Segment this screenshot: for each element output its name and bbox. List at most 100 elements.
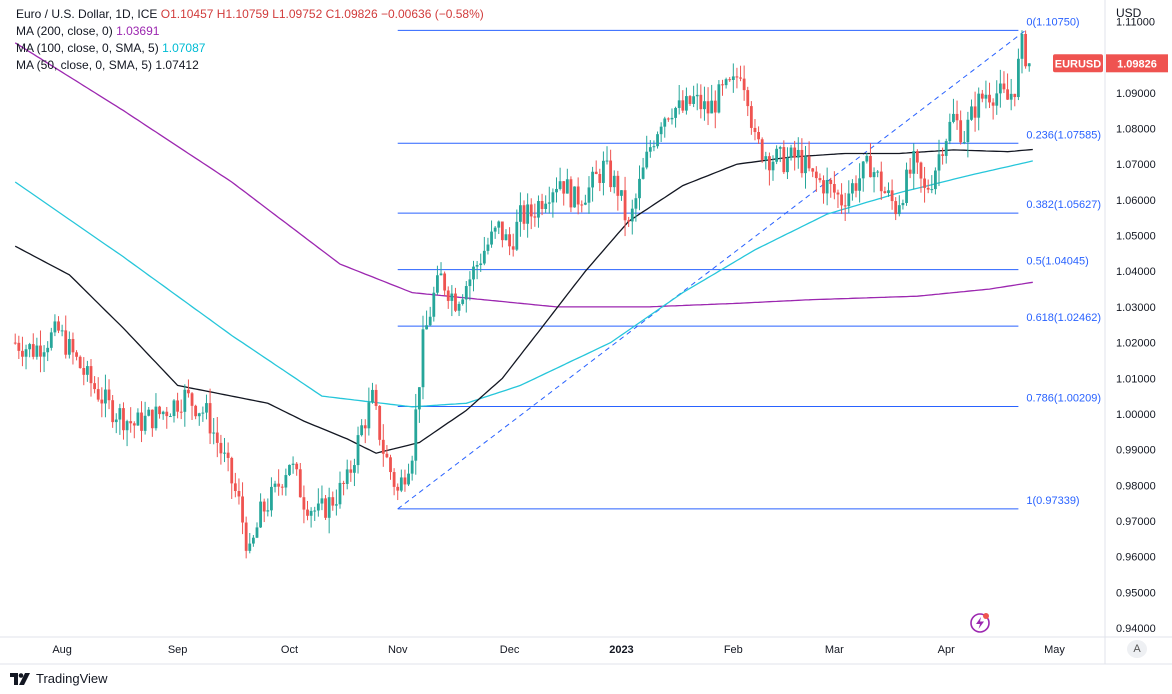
candle-body <box>374 389 378 406</box>
candle-body <box>735 76 739 78</box>
candle-body <box>454 293 457 311</box>
candle-body <box>652 146 656 148</box>
candle-body <box>760 139 764 160</box>
legend-ma50-row[interactable]: MA (50, close, 0, SMA, 5) 1.07412 <box>16 57 484 74</box>
candle-body <box>786 157 789 173</box>
candle-body <box>67 338 71 355</box>
candle-body <box>334 504 338 506</box>
candle-body <box>345 469 349 484</box>
candle-body <box>266 510 270 512</box>
auto-scale-button[interactable]: A <box>1127 640 1147 658</box>
fib-level-label: 0(1.10750) <box>1026 16 1079 28</box>
candle-body <box>998 83 1002 94</box>
x-tick-label: Dec <box>500 644 520 656</box>
candle-body <box>814 171 818 179</box>
y-tick-label: 1.09000 <box>1116 88 1156 100</box>
candle-body <box>623 190 627 221</box>
candle-body <box>995 93 999 106</box>
candle-body <box>778 147 782 149</box>
candle-body <box>796 149 800 158</box>
candle-body <box>414 409 418 461</box>
candle-body <box>270 486 273 511</box>
candle-body <box>288 464 291 476</box>
candle-body <box>620 190 623 196</box>
candle-body <box>197 413 201 417</box>
candle-body <box>519 205 522 222</box>
x-tick-label: Mar <box>825 644 844 656</box>
candle-body <box>580 204 584 206</box>
candle-body <box>677 100 681 108</box>
candle-body <box>410 460 414 474</box>
candle-body <box>818 178 822 181</box>
candle-body <box>136 412 140 426</box>
candle-body <box>897 205 901 215</box>
candle-body <box>277 483 281 487</box>
candle-body <box>500 221 504 241</box>
fib-level-label: 1(0.97339) <box>1026 495 1079 507</box>
candle-body <box>605 160 609 162</box>
candle-body <box>96 389 100 400</box>
candle-body <box>977 93 981 118</box>
candle-body <box>782 147 786 173</box>
candle-body <box>941 154 945 156</box>
chart-legend: Euro / U.S. Dollar, 1D, ICE O1.10457 H1.… <box>16 6 484 74</box>
candle-body <box>1027 63 1031 67</box>
candle-body <box>407 473 410 485</box>
candle-body <box>71 338 75 353</box>
symbol-title: Euro / U.S. Dollar, 1D, ICE <box>16 7 158 21</box>
candle-body <box>742 78 746 91</box>
candle-body <box>876 171 880 173</box>
candle-body <box>731 76 735 80</box>
candle-body <box>771 161 775 171</box>
ma50-value: 1.07412 <box>155 58 199 72</box>
candle-body <box>915 151 919 163</box>
candle-body <box>85 366 89 375</box>
candle-body <box>840 194 843 206</box>
candle-body <box>627 220 631 222</box>
lightning-icon[interactable] <box>969 612 991 639</box>
candle-body <box>710 100 714 114</box>
candle-body <box>378 405 382 440</box>
candle-body <box>980 93 984 99</box>
candle-body <box>749 106 753 128</box>
candle-body <box>385 453 389 458</box>
candle-body <box>890 190 894 202</box>
candle-body <box>511 246 515 250</box>
candle-body <box>457 303 461 311</box>
candle-body <box>847 193 851 207</box>
candle-body <box>558 181 562 189</box>
legend-ma100-row[interactable]: MA (100, close, 0, SMA, 5) 1.07087 <box>16 40 484 57</box>
candle-body <box>598 173 602 183</box>
candle-body <box>165 411 169 417</box>
candle-body <box>768 156 771 171</box>
candle-body <box>172 400 176 417</box>
candle-body <box>450 293 454 301</box>
tradingview-footer[interactable]: TradingView <box>10 671 108 686</box>
candle-body <box>775 148 779 162</box>
candle-body <box>793 147 797 158</box>
tradingview-logo-icon <box>10 672 30 685</box>
candle-body <box>602 160 605 183</box>
ma50-label: MA (50, close, 0, SMA, 5) <box>16 58 153 72</box>
candle-body <box>609 160 613 188</box>
candle-body <box>259 501 262 528</box>
candle-body <box>905 169 908 204</box>
candle-body <box>504 234 508 241</box>
candle-body <box>569 179 573 208</box>
candle-body <box>389 457 392 473</box>
candle-body <box>551 192 555 203</box>
ma200-value: 1.03691 <box>116 24 160 38</box>
candle-body <box>757 132 760 140</box>
ma100-line <box>14 160 1033 408</box>
candle-body <box>223 452 226 454</box>
candle-body <box>475 265 479 267</box>
candle-body <box>244 522 248 551</box>
y-tick-label: 0.97000 <box>1116 516 1156 528</box>
candle-body <box>313 510 317 512</box>
candle-body <box>573 186 576 208</box>
legend-ma200-row[interactable]: MA (200, close, 0) 1.03691 <box>16 23 484 40</box>
y-tick-label: 1.04000 <box>1116 266 1156 278</box>
candle-body <box>230 457 234 484</box>
candle-body <box>327 497 331 518</box>
